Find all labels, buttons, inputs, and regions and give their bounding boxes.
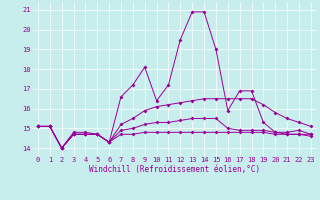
- X-axis label: Windchill (Refroidissement éolien,°C): Windchill (Refroidissement éolien,°C): [89, 165, 260, 174]
